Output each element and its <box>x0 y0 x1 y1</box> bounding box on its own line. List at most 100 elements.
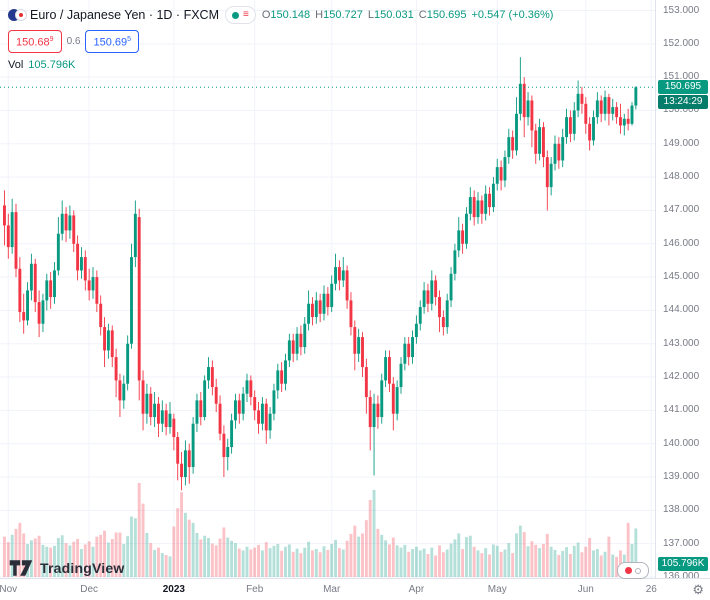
gear-icon[interactable]: ⚙ <box>692 582 704 597</box>
candle-body <box>264 403 268 431</box>
price-tick-label: 150.000 <box>663 104 700 116</box>
close-value: 150.695 <box>426 9 467 21</box>
volume-bar <box>337 548 341 577</box>
volume-bar <box>634 528 638 577</box>
symbol-title[interactable]: Euro / Japanese Yen · 1D · FXCM <box>30 8 219 22</box>
candle-body <box>595 100 599 118</box>
volume-bar <box>318 552 322 577</box>
current-price-badge: 150.695 <box>658 80 708 95</box>
close-label: C <box>418 9 427 21</box>
candle-body <box>214 387 218 404</box>
volume-bar <box>145 532 149 577</box>
candle-body <box>634 87 638 106</box>
volume-bar <box>376 528 380 577</box>
time-tick-label: Nov <box>0 584 18 595</box>
candle-body <box>472 197 476 218</box>
candle-body <box>430 280 434 304</box>
candle-body <box>14 212 18 269</box>
volume-bar <box>130 516 133 577</box>
bar-countdown-badge: 13:24:29 <box>658 95 708 110</box>
volume-bar <box>284 546 287 577</box>
candle-body <box>545 157 549 188</box>
candle-body <box>210 367 214 388</box>
price-tick-label: 148.000 <box>663 171 700 183</box>
volume-bar <box>584 546 588 577</box>
candle-body <box>183 450 187 478</box>
candle-body <box>6 225 10 248</box>
volume-bar <box>76 538 80 577</box>
candle-body <box>380 380 384 418</box>
legend-source-pill[interactable]: ≡ <box>224 6 256 24</box>
candle-body <box>615 107 619 118</box>
candle-body <box>29 263 33 291</box>
candle-body <box>422 290 426 308</box>
candle-body <box>438 297 441 318</box>
volume-bar <box>103 530 106 577</box>
volume-bar <box>364 520 368 577</box>
candle-body <box>145 393 149 414</box>
volume-bar <box>164 554 168 577</box>
time-axis[interactable]: ⚙ Nov Dec 2023 Feb Mar Apr May Jun 26 <box>0 578 710 600</box>
candle-body <box>511 137 515 151</box>
volume-bar <box>476 550 480 577</box>
candle-body <box>572 110 576 134</box>
volume-bar <box>542 543 545 577</box>
volume-bar <box>507 543 511 577</box>
volume-bar <box>110 538 114 577</box>
volume-bar <box>180 492 183 577</box>
price-tick-label: 145.000 <box>663 271 700 283</box>
buy-button[interactable]: 150.695 <box>85 30 140 53</box>
menu-lines-icon: ≡ <box>242 9 249 20</box>
volume-bar <box>10 534 14 577</box>
volume-bar <box>60 535 64 577</box>
tradingview-logo-text: TradingView <box>40 560 125 576</box>
sell-button[interactable]: 150.689 <box>8 30 62 53</box>
candle-body <box>203 380 207 418</box>
volume-bar <box>626 522 630 577</box>
volume-bar <box>595 549 599 577</box>
candle-body <box>488 193 491 208</box>
candle-body <box>607 97 611 114</box>
candle-body <box>56 233 60 271</box>
volume-bar <box>187 519 191 577</box>
status-dot-icon <box>231 11 239 19</box>
candle-body <box>526 100 530 118</box>
candle-body <box>568 117 572 134</box>
volume-bar <box>603 551 607 577</box>
candle-body <box>83 257 87 281</box>
volume-bar <box>326 549 330 577</box>
price-tick-label: 147.000 <box>663 204 700 216</box>
candle-body <box>622 118 626 126</box>
candle-body <box>149 393 153 418</box>
volume-bar <box>372 489 376 577</box>
candle-body <box>157 403 160 424</box>
tradingview-logo[interactable]: TradingView <box>8 558 124 578</box>
candle-body <box>26 290 29 321</box>
record-dot-icon <box>625 567 632 574</box>
candlestick-chart-canvas[interactable] <box>0 0 655 578</box>
price-tick-label: 143.000 <box>663 337 700 349</box>
price-axis[interactable]: 153.000 152.000 151.000 150.000 149.000 148.0… <box>655 0 710 582</box>
candle-body <box>276 370 280 391</box>
volume-bar <box>588 538 592 577</box>
volume-bar <box>106 542 110 577</box>
price-tick-label: 141.000 <box>663 404 700 416</box>
candle-body <box>257 410 260 424</box>
volume-bar <box>99 534 103 577</box>
candle-body <box>507 137 511 158</box>
candle-body <box>218 403 222 434</box>
volume-bar <box>499 551 503 577</box>
volume-bar <box>176 508 180 577</box>
candle-body <box>592 117 595 141</box>
candle-body <box>268 413 272 431</box>
volume-bar <box>260 550 264 577</box>
volume-bar <box>22 533 26 577</box>
volume-bar <box>226 537 230 577</box>
volume-bar <box>72 541 76 577</box>
floating-toolbar-button[interactable] <box>617 562 649 579</box>
candle-body <box>534 130 538 154</box>
candle-body <box>345 270 349 301</box>
candle-body <box>168 413 172 428</box>
volume-bar <box>380 534 384 577</box>
